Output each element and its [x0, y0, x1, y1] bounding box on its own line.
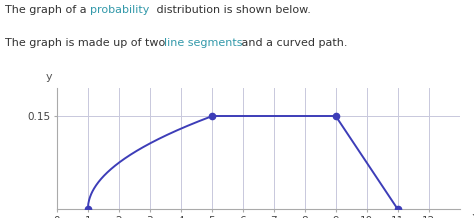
Text: distribution is shown below.: distribution is shown below. [153, 5, 310, 15]
Text: The graph is made up of two: The graph is made up of two [5, 38, 168, 48]
Text: probability: probability [90, 5, 149, 15]
Text: line segments: line segments [164, 38, 243, 48]
Text: y: y [46, 72, 52, 82]
Text: and a curved path.: and a curved path. [238, 38, 347, 48]
Text: The graph of a: The graph of a [5, 5, 90, 15]
Text: x: x [472, 211, 474, 218]
